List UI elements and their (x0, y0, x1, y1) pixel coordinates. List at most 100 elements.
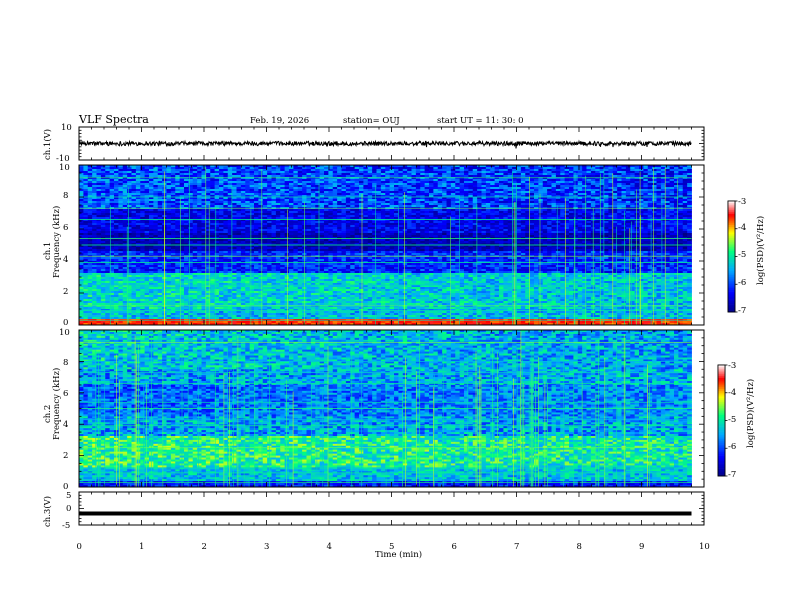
spectrogram-cell (192, 187, 198, 190)
spectrogram-cell (529, 201, 535, 204)
spectrogram-cell (367, 205, 373, 208)
spectrogram-cell (87, 183, 93, 186)
spectrogram-cell (315, 173, 321, 176)
spectrogram-cell (227, 167, 233, 170)
spectrogram-cell (674, 177, 679, 180)
spectrogram-cell (590, 201, 596, 204)
spectrogram-cell (415, 171, 421, 174)
spectrogram-cell (249, 171, 255, 174)
spectrogram-cell (140, 201, 146, 204)
spectrogram-cell (210, 197, 216, 200)
spectrogram-cell (109, 191, 115, 194)
spectrogram-cell (503, 209, 509, 212)
spectrogram-cell (534, 191, 539, 194)
spectrogram-cell (109, 205, 115, 208)
spectrogram-cell (415, 187, 421, 190)
spectrogram-cell (625, 169, 631, 172)
spectrogram-cell (149, 191, 154, 194)
spectrogram-cell (337, 183, 342, 186)
spectrogram-cell (564, 169, 570, 172)
spectrogram-cell (201, 183, 207, 186)
spectrogram-cell (92, 171, 97, 174)
spectrogram-cell (166, 183, 172, 186)
spectrogram-cell (472, 203, 478, 206)
spectrogram-cell (503, 205, 509, 208)
spectrogram-cell (100, 203, 106, 206)
spectrogram-cell (232, 171, 237, 174)
spectrogram-cell (525, 175, 531, 178)
spectrogram-cell (267, 165, 272, 168)
spectrogram-cell (275, 195, 281, 198)
spectrogram-cell (337, 179, 342, 182)
spectrogram-cell (144, 215, 150, 218)
spectrogram-cell (415, 169, 421, 172)
spectrogram-cell (254, 183, 259, 186)
spectrogram-cell (394, 197, 399, 200)
spectrogram-cell (328, 169, 334, 172)
spectrogram-cell (201, 171, 207, 174)
spectrogram-cell (464, 175, 469, 178)
spectrogram-cell (337, 167, 342, 170)
spectrogram-cell (429, 193, 434, 196)
spectrogram-cell (332, 215, 338, 218)
spectrogram-cell (555, 193, 561, 196)
spectrogram-cell (507, 177, 513, 180)
spectrogram-cell (275, 189, 281, 192)
spectrogram-cell (507, 173, 513, 176)
spectrogram-cell (608, 177, 614, 180)
spectrogram-cell (529, 203, 535, 206)
spectrogram-cell (450, 177, 456, 180)
spectrogram-cell (455, 169, 461, 172)
spectrogram-cell (179, 209, 185, 212)
spectrogram-cell (184, 169, 189, 172)
spectrogram-cell (127, 195, 132, 198)
spectrogram-cell (525, 211, 531, 214)
spectrogram-cell (582, 167, 587, 170)
spectrogram-cell (442, 203, 447, 206)
spectrogram-cell (547, 195, 552, 198)
spectrogram-cell (367, 175, 373, 178)
spectrogram-cell (214, 179, 220, 182)
spectrogram-cell (197, 203, 202, 206)
spectrogram-cell (197, 211, 202, 214)
spectrogram-cell (184, 205, 189, 208)
spectrogram-cell (122, 195, 128, 198)
spectrogram-cell (490, 179, 496, 182)
spectrogram-cell (494, 199, 500, 202)
spectrogram-cell (420, 209, 426, 212)
spectrogram-cell (144, 177, 150, 180)
spectrogram-cell (643, 175, 649, 178)
spectrogram-cell (380, 203, 386, 206)
spectrogram-cell (96, 205, 102, 208)
spectrogram-cell (254, 189, 259, 192)
spectrogram-cell (188, 191, 194, 194)
spectrogram-cell (547, 179, 552, 182)
spectrogram-cell (372, 193, 377, 196)
spectrogram-cell (227, 197, 233, 200)
spectrogram-cell (324, 191, 329, 194)
spectrogram-cell (485, 175, 491, 178)
spectrogram-cell (385, 191, 391, 194)
spectrogram-cell (678, 203, 684, 206)
spectrogram-cell (547, 183, 552, 186)
spectrogram-cell (284, 205, 290, 208)
spectrogram-cell (223, 177, 229, 180)
spectrogram-cell (586, 199, 592, 202)
spectrogram-cell (127, 205, 132, 208)
spectrogram-cell (621, 199, 627, 202)
spectrogram-cell (630, 199, 636, 202)
spectrogram-cell (83, 169, 89, 172)
spectrogram-cell (560, 203, 566, 206)
spectrogram-cell (599, 211, 605, 214)
spectrogram-cell (359, 199, 364, 202)
spectrogram-cell (477, 175, 482, 178)
spectrogram-cell (538, 191, 544, 194)
spectrogram-cell (595, 189, 601, 192)
spectrogram-cell (223, 213, 229, 216)
spectrogram-cell (166, 173, 172, 176)
spectrogram-cell (687, 203, 692, 206)
spectrogram-cell (630, 211, 636, 214)
spectrogram-cell (262, 175, 268, 178)
spectrogram-cell (87, 213, 93, 216)
spectrogram-cell (485, 199, 491, 202)
